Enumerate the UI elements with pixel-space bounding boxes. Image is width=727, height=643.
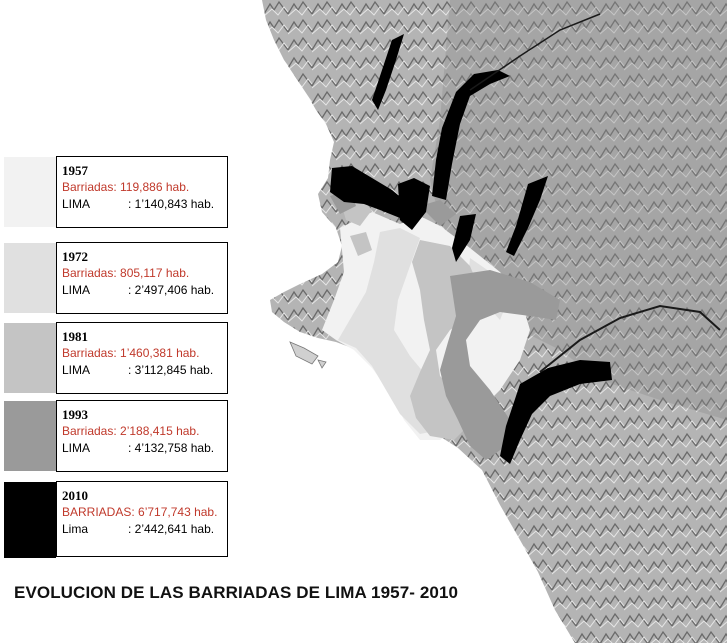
legend-lima-label: Lima	[62, 522, 89, 536]
island	[317, 359, 327, 369]
legend-entry-2010: 2010 BARRIADAS: 6’717,743 hab. Lima : 2’442…	[56, 481, 228, 557]
barriadas-1972-area	[338, 228, 508, 434]
legend-swatch-2010	[4, 482, 56, 558]
legend-year: 1957	[62, 163, 88, 178]
river-line	[469, 13, 601, 91]
legend-lima-value: : 4’132,758 hab.	[128, 441, 215, 455]
legend-year: 1981	[62, 329, 88, 344]
legend-entry-1993: 1993 Barriadas: 2’188,415 hab. LIMA : 4’132…	[56, 400, 228, 472]
legend-lima-population: LIMA : 1’140,843 hab.	[62, 196, 227, 213]
legend-barriadas-population: Barriadas: 805,117 hab.	[62, 266, 190, 280]
legend-swatch-1981	[4, 323, 56, 393]
legend-lima-population: LIMA : 3’112,845 hab.	[62, 362, 227, 379]
legend-lima-label: LIMA	[62, 441, 91, 455]
river-line	[539, 304, 721, 373]
legend-entry-1981: 1981 Barriadas: 1’460,381 hab. LIMA : 3’112…	[56, 322, 228, 394]
legend-lima-population: LIMA : 4’132,758 hab.	[62, 440, 227, 457]
legend-year: 1993	[62, 407, 88, 422]
legend-swatch-1993	[4, 401, 56, 471]
legend-barriadas-population: Barriadas: 119,886 hab.	[62, 180, 190, 194]
map-title: EVOLUCION DE LAS BARRIADAS DE LIMA 1957-…	[14, 583, 459, 602]
legend-year: 2010	[62, 488, 88, 503]
island	[289, 341, 319, 365]
legend-lima-value: : 2’442,641 hab.	[128, 522, 215, 536]
legend-entry-1972: 1972 Barriadas: 805,117 hab. LIMA : 2’497,4…	[56, 242, 228, 314]
legend-swatch-1972	[4, 243, 56, 313]
legend-lima-label: LIMA	[62, 363, 91, 377]
legend-swatch-1957	[4, 157, 56, 227]
legend-entry-1957: 1957 Barriadas: 119,886 hab. LIMA : 1’140,8…	[56, 156, 228, 228]
legend-barriadas-population: Barriadas: 1’460,381 hab.	[62, 346, 200, 360]
legend-lima-population: LIMA : 2’497,406 hab.	[62, 282, 227, 299]
legend-lima-value: : 3’112,845 hab.	[128, 363, 214, 377]
legend-lima-value: : 1’140,843 hab.	[128, 197, 215, 211]
legend-year: 1972	[62, 249, 88, 264]
barriadas-1981-area	[340, 196, 480, 440]
legend-lima-label: LIMA	[62, 283, 91, 297]
legend-lima-label: LIMA	[62, 197, 91, 211]
legend-lima-value: : 2’497,406 hab.	[128, 283, 215, 297]
legend-barriadas-population: BARRIADAS: 6’717,743 hab.	[62, 505, 218, 519]
legend-lima-population: Lima : 2’442,641 hab.	[62, 521, 227, 538]
legend-barriadas-population: Barriadas: 2’188,415 hab.	[62, 424, 200, 438]
